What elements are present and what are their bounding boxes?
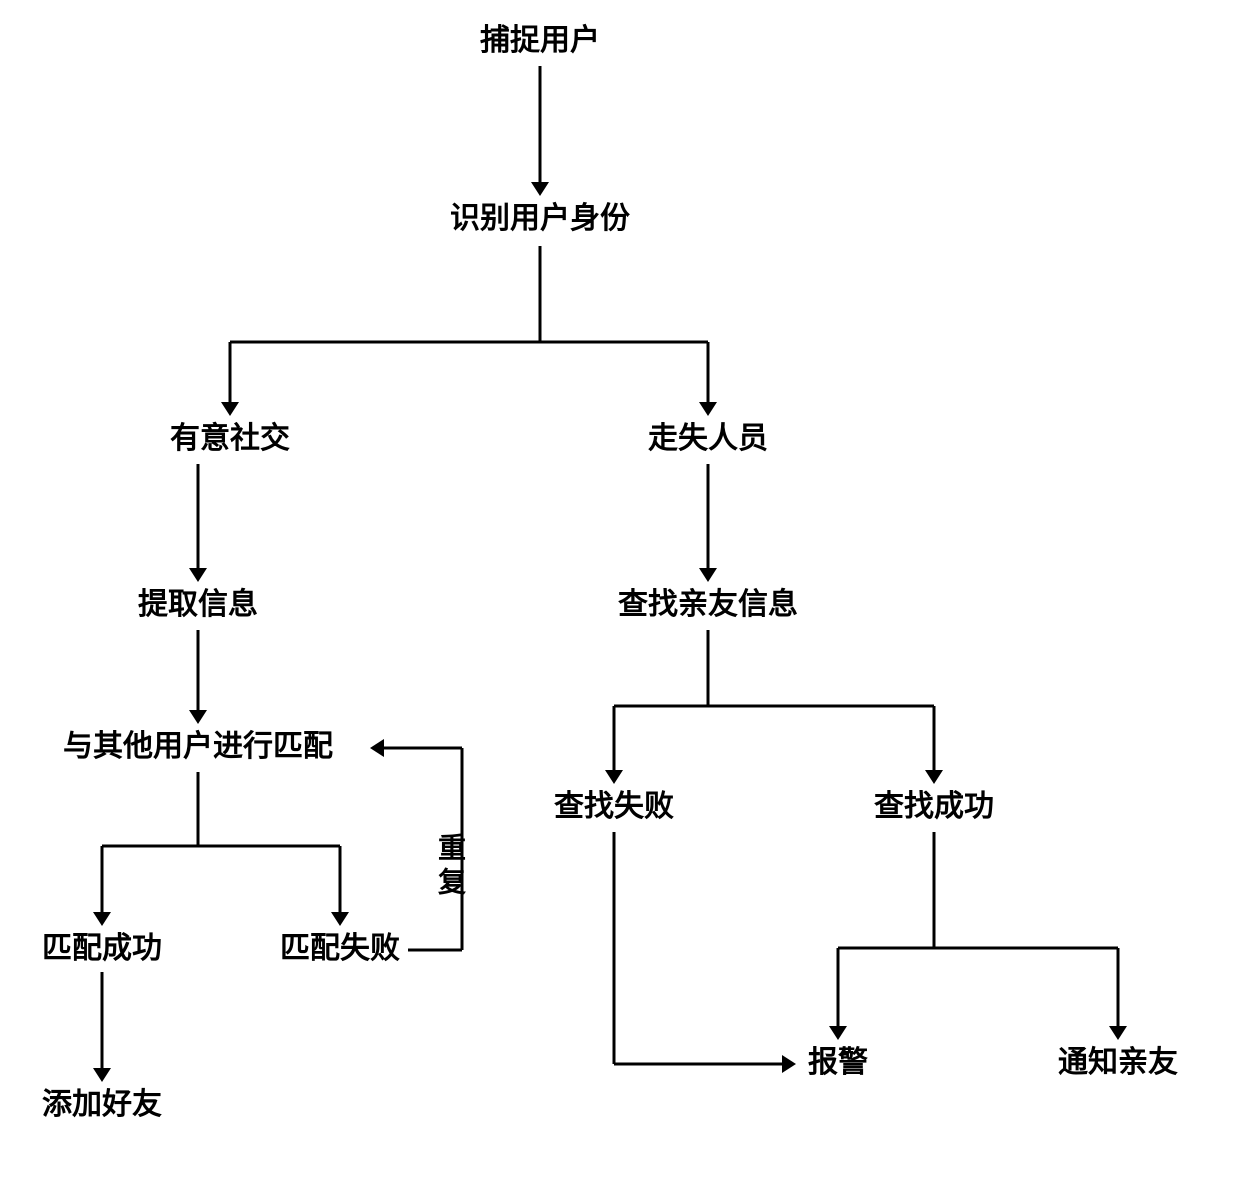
edge: [189, 464, 207, 582]
edge: [531, 66, 549, 196]
node-add_friend: 添加好友: [42, 1088, 162, 1121]
node-missing: 走失人员: [648, 422, 768, 455]
feedback-label: 重: [438, 832, 466, 863]
edge: [189, 630, 207, 724]
node-extract: 提取信息: [138, 587, 258, 621]
edge: [93, 772, 349, 926]
node-find_ok: 查找成功: [874, 790, 994, 823]
node-identify: 识别用户身份: [450, 202, 630, 235]
nodes: 捕捉用户识别用户身份有意社交 走失人员提取信息 查找亲友信息与其他用户进行匹配匹配成…: [42, 24, 1178, 1121]
edge: [699, 464, 717, 582]
node-find_fail: 查找失败: [554, 790, 674, 823]
edge: [605, 630, 943, 784]
edge: [221, 246, 717, 416]
edge: [93, 972, 111, 1082]
node-alarm: 报警: [808, 1045, 868, 1079]
node-match_fail: 匹配失败: [280, 932, 400, 965]
node-capture: 捕捉用户: [480, 24, 600, 57]
node-match_ok: 匹配成功: [42, 932, 162, 965]
node-find_rel: 查找亲友信息: [618, 587, 798, 621]
feedback-label: 复: [438, 866, 466, 897]
edge: 重复: [370, 739, 466, 950]
node-social: 有意社交: [170, 421, 290, 455]
edge: [614, 832, 796, 1073]
node-match: 与其他用户进行匹配: [63, 730, 333, 763]
edge: [829, 832, 1127, 1040]
flowchart-canvas: 重复 捕捉用户识别用户身份有意社交 走失人员提取信息 查找亲友信息与其他用户进行匹配匹…: [0, 0, 1240, 1202]
node-notify: 通知亲友: [1058, 1046, 1178, 1079]
